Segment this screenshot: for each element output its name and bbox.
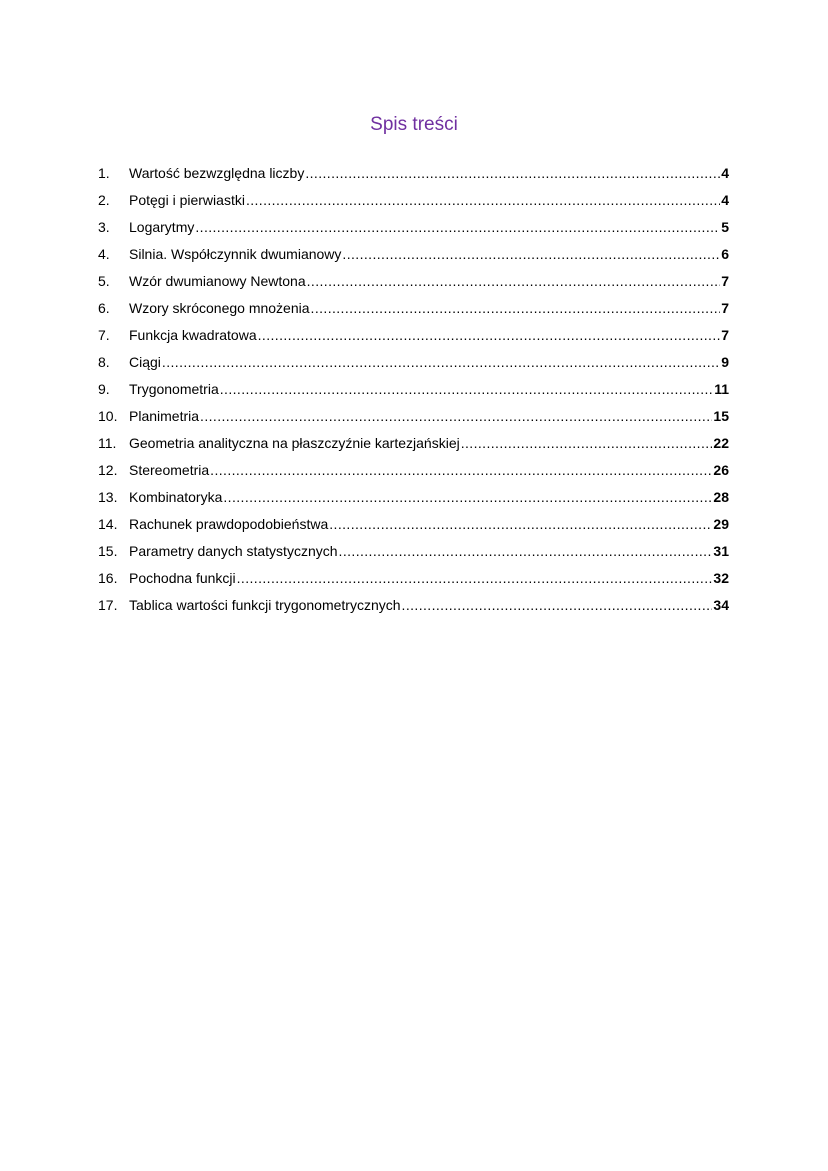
toc-entry[interactable]: 2. Potęgi i pierwiastki 4	[98, 187, 729, 214]
toc-entry[interactable]: 13. Kombinatoryka 28	[98, 484, 729, 511]
entry-label[interactable]: Logarytmy	[129, 219, 195, 235]
toc-entry[interactable]: 11. Geometria analityczna na płaszczyźnie…	[98, 430, 729, 457]
toc-entry[interactable]: 1. Wartość bezwzględna liczby 4	[98, 160, 729, 187]
entry-page-number[interactable]: 7	[721, 300, 729, 316]
entry-page-number[interactable]: 5	[721, 219, 729, 235]
toc-title: Spis treści	[370, 114, 458, 135]
entry-label[interactable]: Geometria analityczna na płaszczyźnie ka…	[129, 435, 460, 451]
entry-page-number[interactable]: 15	[713, 408, 729, 424]
entry-label[interactable]: Stereometria	[129, 462, 210, 478]
entry-label[interactable]: Silnia. Współczynnik dwumianowy	[129, 246, 342, 262]
toc-entry[interactable]: 6. Wzory skróconego mnożenia 7	[98, 295, 729, 322]
entry-page-number[interactable]: 7	[721, 273, 729, 289]
entry-label[interactable]: Wzory skróconego mnożenia	[129, 300, 310, 316]
entry-number: 13.	[98, 489, 118, 505]
toc-entry[interactable]: 10. Planimetria 15	[98, 403, 729, 430]
entry-number: 6.	[98, 300, 110, 316]
entry-label[interactable]: Tablica wartości funkcji trygonometryczn…	[129, 597, 401, 613]
toc-entry[interactable]: 14. Rachunek prawdopodobieństwa 29	[98, 511, 729, 538]
dot-leader	[305, 160, 720, 187]
entry-number: 3.	[98, 219, 110, 235]
entry-number: 1.	[98, 165, 110, 181]
entry-label[interactable]: Rachunek prawdopodobieństwa	[129, 516, 329, 532]
dot-leader	[258, 322, 721, 349]
entry-page-number[interactable]: 7	[721, 327, 729, 343]
table-of-contents: 1. Wartość bezwzględna liczby 4 2. Potęgi i …	[98, 160, 729, 619]
entry-page-number[interactable]: 6	[721, 246, 729, 262]
entry-page-number[interactable]: 22	[713, 435, 729, 451]
toc-entry[interactable]: 16. Pochodna funkcji 32	[98, 565, 729, 592]
entry-label[interactable]: Pochodna funkcji	[129, 570, 236, 586]
entry-number: 12.	[98, 462, 118, 478]
dot-leader	[162, 349, 720, 376]
entry-number: 7.	[98, 327, 110, 343]
toc-entry[interactable]: 3. Logarytmy 5	[98, 214, 729, 241]
entry-number: 8.	[98, 354, 110, 370]
entry-page-number[interactable]: 4	[721, 165, 729, 181]
entry-page-number[interactable]: 28	[713, 489, 729, 505]
toc-entry[interactable]: 7. Funkcja kwadratowa 7	[98, 322, 729, 349]
entry-number: 16.	[98, 570, 118, 586]
toc-entry[interactable]: 4. Silnia. Współczynnik dwumianowy 6	[98, 241, 729, 268]
dot-leader	[307, 268, 721, 295]
dot-leader	[339, 538, 713, 565]
dot-leader	[223, 484, 712, 511]
dot-leader	[342, 241, 720, 268]
entry-label[interactable]: Wzór dwumianowy Newtona	[129, 273, 306, 289]
entry-page-number[interactable]: 34	[713, 597, 729, 613]
toc-entry[interactable]: 12. Stereometria 26	[98, 457, 729, 484]
dot-leader	[461, 430, 713, 457]
entry-page-number[interactable]: 9	[721, 354, 729, 370]
entry-number: 10.	[98, 408, 118, 424]
entry-label[interactable]: Wartość bezwzględna liczby	[129, 165, 305, 181]
entry-page-number[interactable]: 11	[714, 381, 729, 397]
entry-number: 17.	[98, 597, 118, 613]
toc-entry[interactable]: 8. Ciągi 9	[98, 349, 729, 376]
entry-number: 15.	[98, 543, 118, 559]
dot-leader	[237, 565, 713, 592]
entry-page-number[interactable]: 32	[713, 570, 729, 586]
entry-label[interactable]: Parametry danych statystycznych	[129, 543, 338, 559]
entry-page-number[interactable]: 26	[713, 462, 729, 478]
entry-number: 4.	[98, 246, 110, 262]
dot-leader	[220, 376, 713, 403]
entry-number: 5.	[98, 273, 110, 289]
entry-page-number[interactable]: 31	[713, 543, 729, 559]
entry-label[interactable]: Potęgi i pierwiastki	[129, 192, 245, 208]
dot-leader	[311, 295, 721, 322]
entry-number: 2.	[98, 192, 110, 208]
entry-label[interactable]: Planimetria	[129, 408, 200, 424]
dot-leader	[195, 214, 720, 241]
dot-leader	[210, 457, 712, 484]
entry-label[interactable]: Funkcja kwadratowa	[129, 327, 257, 343]
entry-label[interactable]: Ciągi	[129, 354, 161, 370]
entry-label[interactable]: Trygonometria	[129, 381, 219, 397]
entry-number: 11.	[98, 435, 117, 451]
entry-page-number[interactable]: 4	[721, 192, 729, 208]
toc-entry[interactable]: 9. Trygonometria 11	[98, 376, 729, 403]
dot-leader	[329, 511, 712, 538]
toc-entry[interactable]: 15. Parametry danych statystycznych 31	[98, 538, 729, 565]
toc-entry[interactable]: 5. Wzór dwumianowy Newtona 7	[98, 268, 729, 295]
toc-entry[interactable]: 17. Tablica wartości funkcji trygonometry…	[98, 592, 729, 619]
dot-leader	[402, 592, 713, 619]
dot-leader	[200, 403, 712, 430]
entry-number: 14.	[98, 516, 118, 532]
dot-leader	[246, 187, 720, 214]
entry-label[interactable]: Kombinatoryka	[129, 489, 223, 505]
entry-number: 9.	[98, 381, 110, 397]
entry-page-number[interactable]: 29	[713, 516, 729, 532]
